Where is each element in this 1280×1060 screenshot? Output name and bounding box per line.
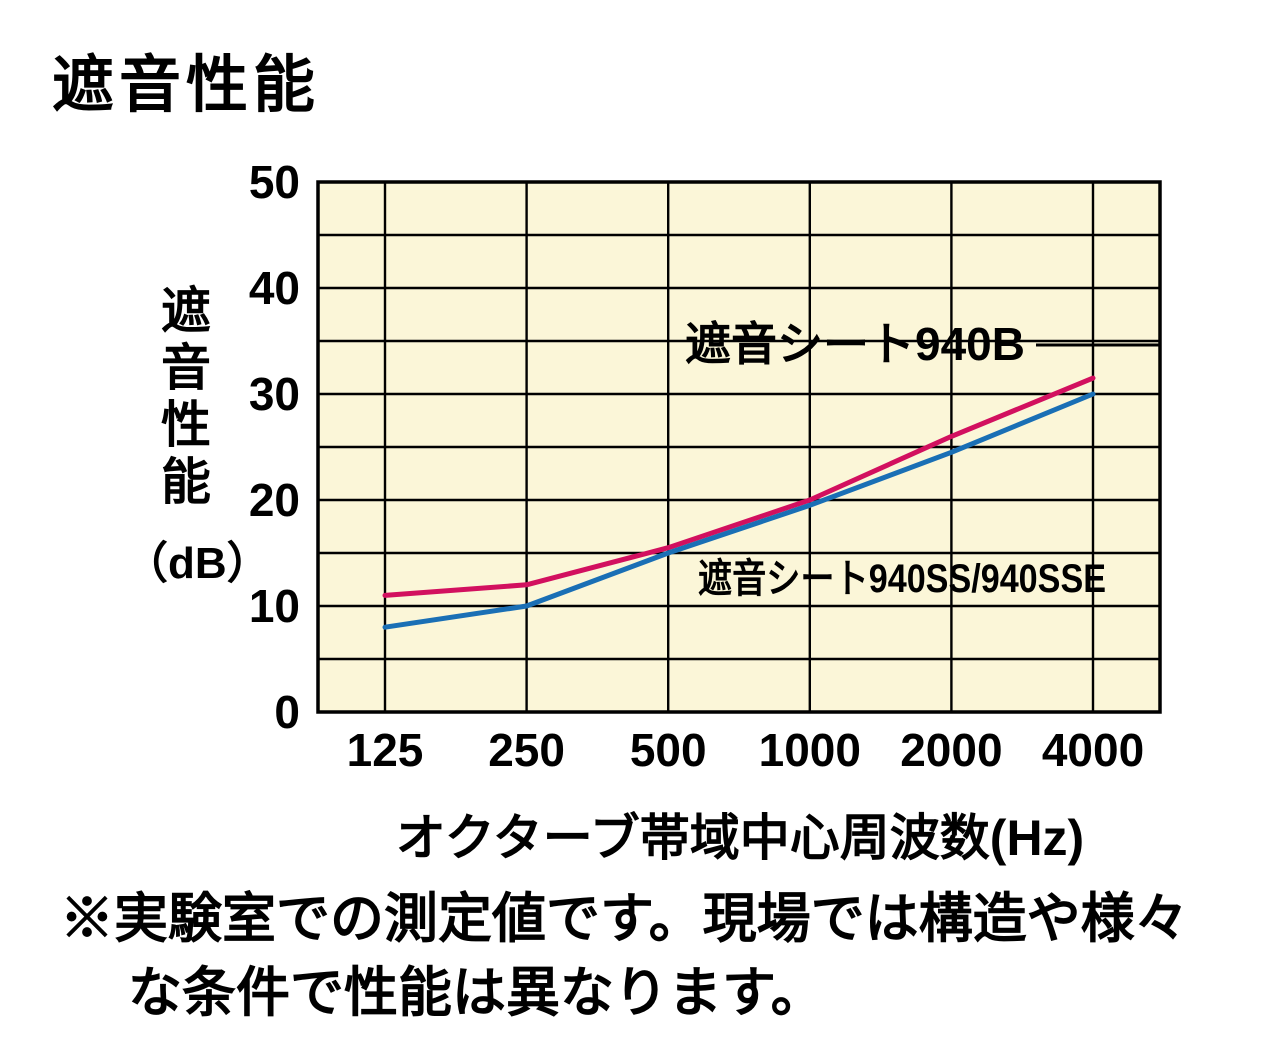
- y-tick-label: 20: [249, 474, 300, 526]
- footnote-line-2: な条件で性能は異なります。: [128, 963, 825, 1023]
- x-tick-label: 4000: [1042, 724, 1144, 776]
- legend-label-940ss: 遮音シート940SS/940SSE: [698, 557, 1106, 601]
- page-title: 遮音性能: [52, 51, 321, 120]
- sound-insulation-chart: 0 10 20 30 40 50 125 250 500 1000 2000 4000 遮音シート940…: [249, 156, 1162, 776]
- x-tick-label: 2000: [900, 724, 1002, 776]
- series-line-1: [382, 391, 1096, 630]
- y-tick-label: 50: [249, 156, 300, 208]
- y-axis-label: 遮音性能 （dB）: [124, 284, 271, 591]
- footnote-line-1: ※実験室での測定値です。現場では構造や様々: [60, 889, 1189, 949]
- x-axis-title: オクターブ帯域中心周波数(Hz): [395, 810, 1085, 866]
- y-axis-unit: （dB）: [124, 539, 271, 588]
- y-tick-label: 40: [249, 262, 300, 314]
- x-tick-label: 250: [488, 724, 565, 776]
- chart-svg: 0 10 20 30 40 50 125 250 500 1000 2000 4000 遮音シート940…: [249, 156, 1162, 776]
- y-tick-label: 10: [249, 580, 300, 632]
- x-tick-label: 1000: [759, 724, 861, 776]
- y-axis-label-text: 遮音性能: [154, 284, 210, 512]
- x-tick-label: 125: [347, 724, 424, 776]
- legend-label-940b: 遮音シート940B: [685, 318, 1025, 370]
- series-line-0: [382, 375, 1096, 598]
- y-tick-label: 30: [249, 368, 300, 420]
- x-tick-label: 500: [630, 724, 707, 776]
- y-tick-label: 0: [274, 686, 300, 738]
